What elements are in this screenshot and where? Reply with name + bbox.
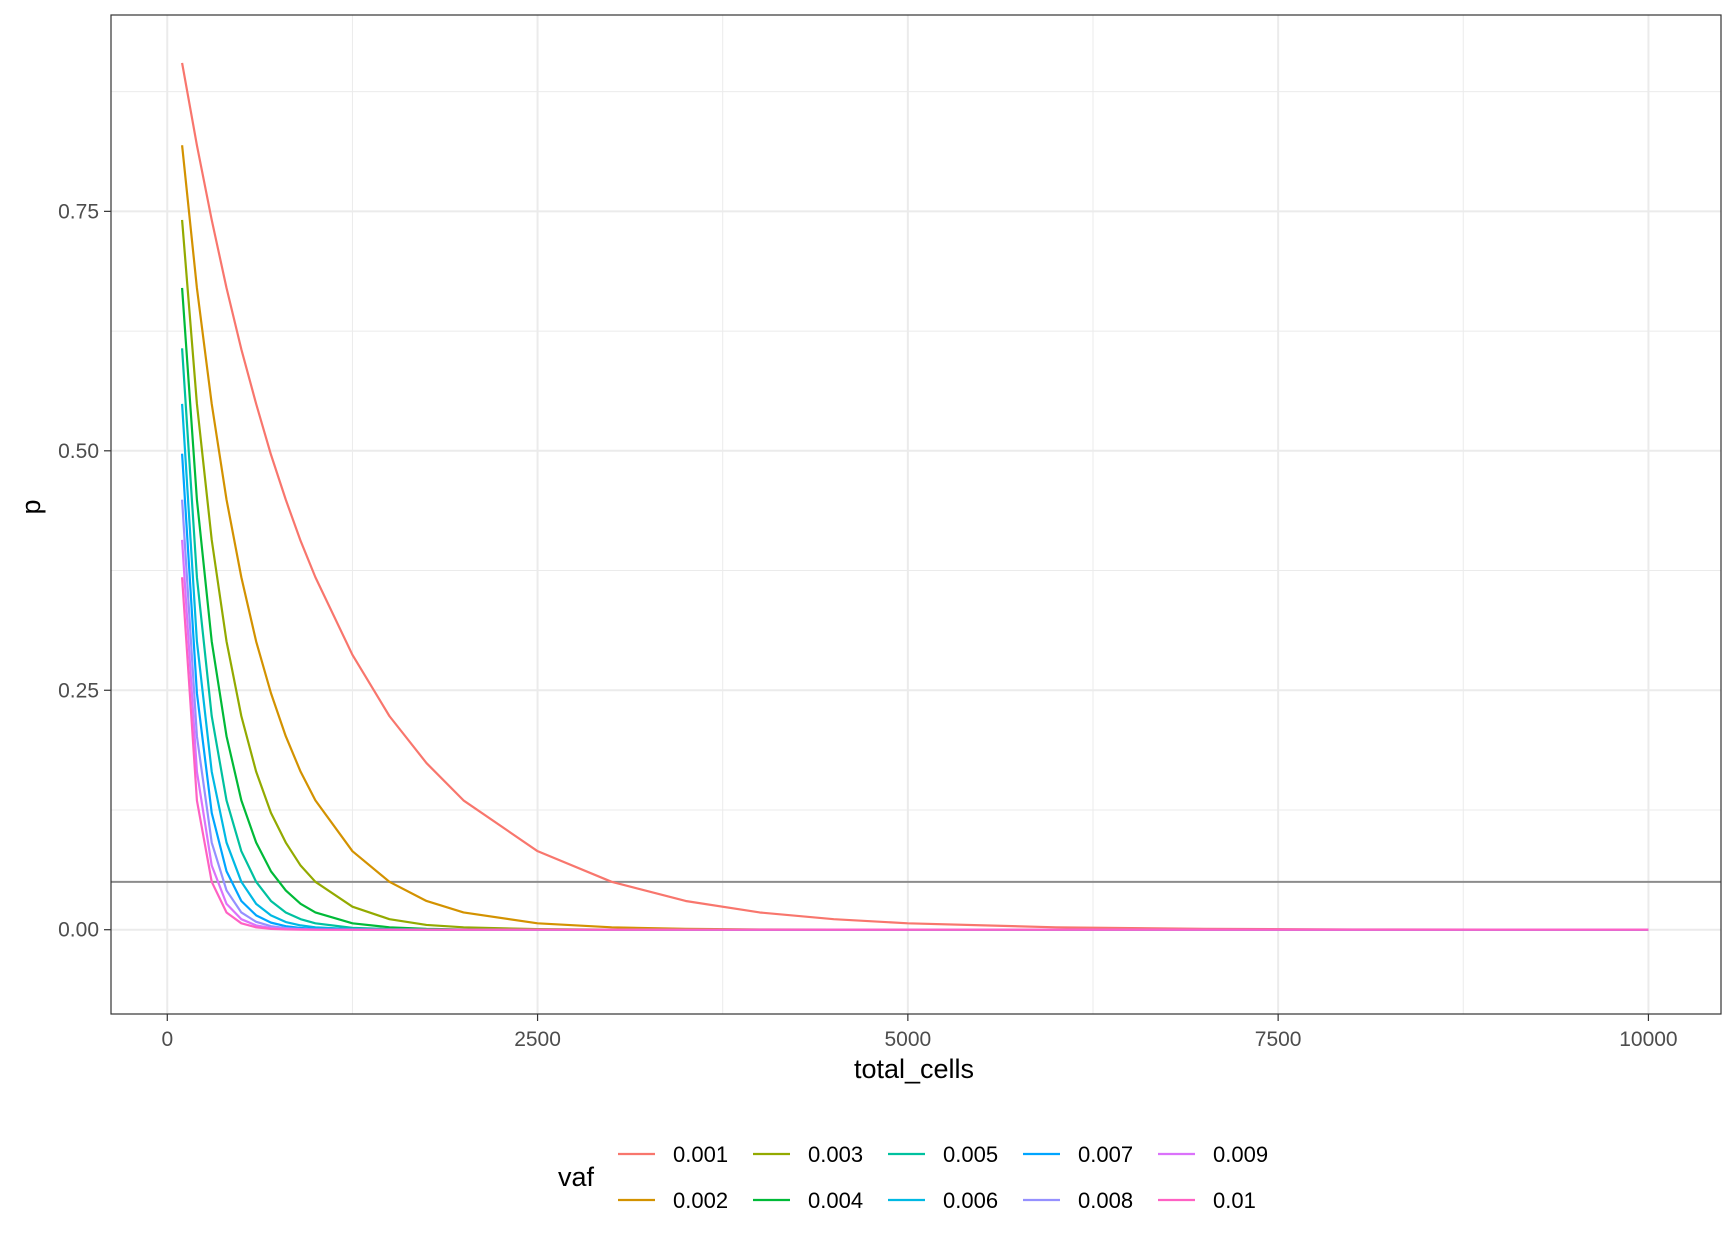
y-tick-label: 0.75 (58, 200, 99, 223)
legend-label-0-001: 0.001 (673, 1142, 728, 1167)
y-axis-title: p (16, 499, 46, 514)
legend: vaf 0.0010.0020.0030.0040.0050.0060.0070… (558, 1142, 1268, 1213)
series-line-0-001 (181, 62, 1649, 931)
legend-label-0-005: 0.005 (943, 1142, 998, 1167)
legend-label-0-006: 0.006 (943, 1188, 998, 1213)
legend-label-0-002: 0.002 (673, 1188, 728, 1213)
legend-items: 0.001 0.002 0.003 0.004 0.005 0.006 0.007 0.008… (618, 1142, 1268, 1213)
legend-label-0-003: 0.003 (808, 1142, 863, 1167)
legend-title: vaf (558, 1162, 595, 1192)
x-tick-label: 7500 (1255, 1028, 1302, 1051)
x-tick-label: 2500 (514, 1028, 561, 1051)
x-tick-label: 0 (161, 1028, 173, 1051)
y-axis-ticks: 0.00 0.25 0.50 0.75 (58, 200, 111, 942)
plot-panel-border (110, 14, 1722, 1015)
legend-label-0-004: 0.004 (808, 1188, 863, 1213)
legend-label-0-008: 0.008 (1078, 1188, 1133, 1213)
legend-label-0-007: 0.007 (1078, 1142, 1133, 1167)
x-axis-title: total_cells (854, 1054, 974, 1084)
series-line-0-01 (180, 577, 1649, 931)
x-axis-ticks: 0 2500 5000 7500 10000 (161, 1014, 1678, 1051)
y-tick-label: 0.25 (58, 679, 99, 702)
x-tick-label: 10000 (1619, 1028, 1677, 1051)
series-lines (180, 62, 1649, 931)
legend-label-0-009: 0.009 (1213, 1142, 1268, 1167)
minor-gridlines (111, 15, 1721, 1014)
legend-label-0-01: 0.01 (1213, 1188, 1256, 1213)
y-tick-label: 0.00 (58, 919, 99, 942)
y-tick-label: 0.50 (58, 440, 99, 463)
x-tick-label: 5000 (884, 1028, 931, 1051)
